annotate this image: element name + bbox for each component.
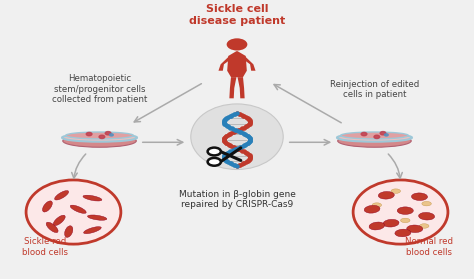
Ellipse shape	[419, 224, 429, 228]
Circle shape	[208, 148, 221, 155]
Circle shape	[361, 133, 367, 136]
Text: Sickle red
blood cells: Sickle red blood cells	[22, 237, 68, 257]
Ellipse shape	[43, 201, 52, 212]
Circle shape	[227, 38, 247, 50]
Ellipse shape	[401, 218, 410, 223]
Ellipse shape	[70, 205, 86, 213]
Text: Hematopoietic
stem/progenitor cells
collected from patient: Hematopoietic stem/progenitor cells coll…	[52, 74, 147, 104]
Ellipse shape	[88, 215, 107, 220]
Ellipse shape	[53, 215, 65, 226]
Circle shape	[384, 134, 388, 136]
Ellipse shape	[191, 104, 283, 170]
Ellipse shape	[55, 191, 69, 200]
Circle shape	[109, 134, 113, 136]
Ellipse shape	[46, 222, 58, 233]
Polygon shape	[237, 77, 245, 98]
Circle shape	[374, 135, 380, 139]
Ellipse shape	[83, 195, 102, 201]
Circle shape	[99, 135, 105, 139]
Ellipse shape	[63, 134, 136, 147]
Ellipse shape	[397, 207, 413, 214]
Polygon shape	[227, 51, 247, 77]
Ellipse shape	[419, 212, 435, 220]
Text: Normal red
blood cells: Normal red blood cells	[405, 237, 453, 257]
Polygon shape	[229, 77, 237, 98]
Circle shape	[105, 131, 111, 135]
Ellipse shape	[341, 132, 408, 139]
Ellipse shape	[369, 222, 384, 230]
Ellipse shape	[391, 189, 401, 193]
Ellipse shape	[378, 191, 394, 199]
Ellipse shape	[411, 193, 428, 201]
Ellipse shape	[62, 134, 137, 142]
Ellipse shape	[364, 205, 380, 213]
Ellipse shape	[66, 132, 133, 139]
Text: Mutation in β-globin gene
repaired by CRISPR-Cas9: Mutation in β-globin gene repaired by CR…	[179, 190, 295, 209]
Circle shape	[380, 131, 386, 135]
Ellipse shape	[407, 225, 423, 233]
Polygon shape	[219, 56, 233, 71]
Ellipse shape	[383, 219, 399, 227]
Ellipse shape	[353, 180, 448, 244]
Ellipse shape	[83, 227, 101, 234]
Circle shape	[86, 133, 92, 136]
Ellipse shape	[26, 180, 121, 244]
Circle shape	[208, 158, 221, 166]
Ellipse shape	[395, 229, 411, 237]
Polygon shape	[241, 56, 255, 71]
Text: Reinjection of edited
cells in patient: Reinjection of edited cells in patient	[330, 80, 419, 99]
Ellipse shape	[337, 134, 412, 142]
Ellipse shape	[372, 203, 382, 207]
Ellipse shape	[337, 134, 411, 147]
Text: Sickle cell
disease patient: Sickle cell disease patient	[189, 4, 285, 26]
Ellipse shape	[64, 226, 73, 237]
Ellipse shape	[422, 201, 431, 206]
